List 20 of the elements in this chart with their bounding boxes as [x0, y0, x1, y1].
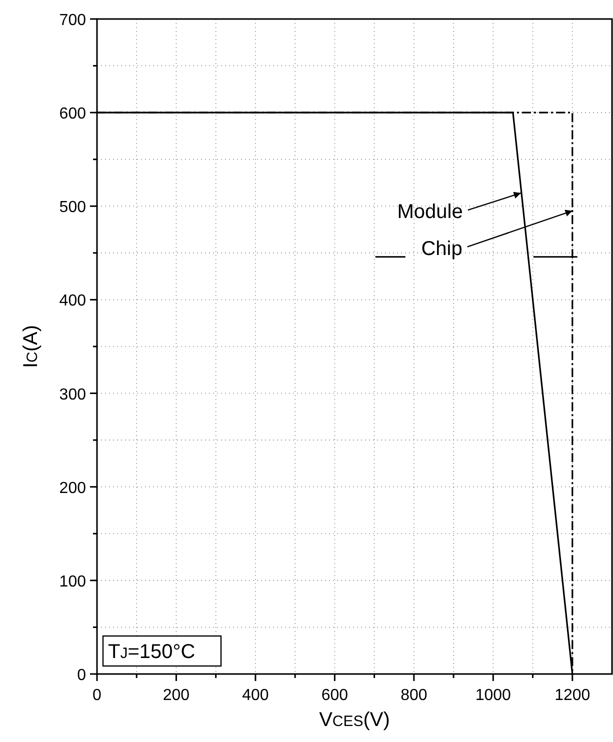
annotation: Chip	[421, 238, 462, 260]
y-tick-label: 600	[59, 106, 86, 123]
x-tick-label: 600	[321, 687, 348, 704]
x-tick-label: 800	[400, 687, 428, 704]
y-tick-label: 300	[59, 386, 86, 404]
x-tick-label: 1000	[475, 687, 512, 704]
y-tick-label: 0	[77, 667, 86, 684]
x-tick-label: 200	[162, 687, 190, 704]
y-tick-label: 100	[59, 573, 86, 590]
annotation: Module	[397, 201, 463, 224]
x-tick-label: 0	[92, 687, 102, 704]
y-tick-label: 200	[59, 480, 86, 497]
x-tick-label: 1200	[554, 687, 590, 704]
y-tick-label: 400	[59, 292, 86, 310]
x-tick-label: 400	[242, 687, 269, 704]
annotation: TJ=150°C	[108, 641, 196, 663]
x-axis-title: VCES(V)	[319, 709, 390, 731]
y-tick-label: 500	[59, 199, 86, 216]
y-axis-title: IC(A)	[20, 324, 42, 368]
y-tick-label: 700	[59, 12, 86, 29]
